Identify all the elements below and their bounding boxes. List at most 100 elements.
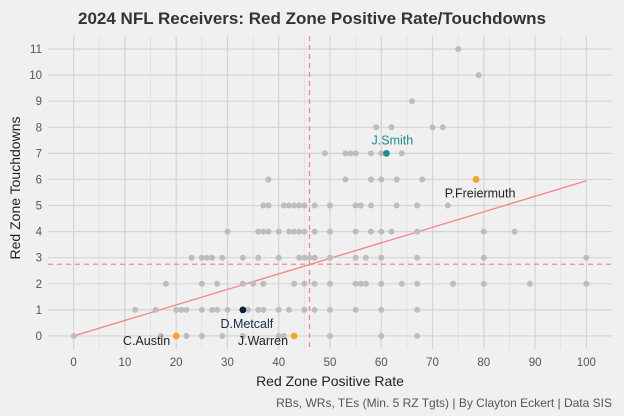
data-point bbox=[311, 202, 318, 209]
data-point bbox=[414, 332, 421, 339]
x-axis-label: Red Zone Positive Rate bbox=[256, 373, 404, 389]
data-point bbox=[219, 254, 226, 261]
data-point bbox=[327, 228, 333, 235]
x-tick-label: 50 bbox=[324, 357, 337, 369]
data-point bbox=[265, 176, 272, 183]
data-point bbox=[327, 306, 333, 313]
data-point bbox=[183, 332, 190, 339]
data-point bbox=[301, 254, 308, 261]
data-point bbox=[429, 124, 436, 131]
highlight-label: J.Smith bbox=[372, 133, 414, 147]
data-point bbox=[450, 280, 457, 287]
y-tick-label: 0 bbox=[36, 331, 42, 343]
y-tick-label: 6 bbox=[36, 174, 42, 186]
data-point bbox=[275, 332, 282, 339]
data-point bbox=[301, 202, 308, 209]
data-point bbox=[321, 150, 328, 157]
data-point bbox=[378, 254, 385, 261]
data-point bbox=[296, 228, 303, 235]
data-point bbox=[239, 280, 246, 287]
data-point bbox=[352, 202, 359, 209]
data-point bbox=[327, 254, 333, 261]
data-point bbox=[409, 98, 416, 105]
data-point bbox=[219, 332, 226, 339]
highlight-label: C.Austin bbox=[123, 334, 170, 348]
data-point bbox=[368, 176, 375, 183]
data-point bbox=[209, 306, 216, 313]
data-point bbox=[157, 332, 164, 339]
y-axis-label: Red Zone Touchdowns bbox=[7, 117, 23, 260]
data-point bbox=[291, 228, 298, 235]
data-point bbox=[260, 280, 267, 287]
data-point bbox=[162, 280, 169, 287]
x-tick-label: 0 bbox=[70, 357, 76, 369]
data-point bbox=[311, 228, 318, 235]
y-tick-label: 11 bbox=[30, 44, 42, 56]
highlight-label: D.Metcalf bbox=[220, 317, 273, 331]
y-tick-label: 8 bbox=[36, 122, 42, 134]
data-point bbox=[480, 254, 487, 261]
data-point bbox=[275, 254, 282, 261]
chart-caption: RBs, WRs, TEs (Min. 5 RZ Tgts) | By Clay… bbox=[276, 396, 612, 410]
data-point bbox=[250, 280, 257, 287]
data-point bbox=[178, 306, 185, 313]
data-point bbox=[260, 306, 267, 313]
data-point bbox=[352, 150, 359, 157]
data-point bbox=[327, 280, 333, 287]
data-point bbox=[255, 228, 262, 235]
data-point bbox=[327, 202, 333, 209]
data-point bbox=[255, 254, 262, 261]
data-point bbox=[357, 280, 364, 287]
data-point bbox=[152, 306, 159, 313]
data-point bbox=[347, 150, 354, 157]
data-point bbox=[583, 254, 590, 261]
x-tick-label: 10 bbox=[119, 357, 132, 369]
data-point bbox=[362, 254, 369, 261]
chart-title: 2024 NFL Receivers: Red Zone Positive Ra… bbox=[78, 9, 546, 28]
y-tick-labels: 0 1 2 3 4 5 6 7 8 9 10 11 bbox=[29, 44, 42, 343]
data-point bbox=[414, 254, 421, 261]
x-tick-label: 20 bbox=[170, 357, 183, 369]
data-point bbox=[480, 228, 487, 235]
data-point bbox=[444, 202, 451, 209]
data-point bbox=[301, 228, 308, 235]
data-point bbox=[419, 176, 426, 183]
data-point bbox=[280, 332, 287, 339]
highlight-point bbox=[239, 306, 247, 314]
data-point bbox=[285, 202, 292, 209]
data-point bbox=[378, 228, 385, 235]
data-point bbox=[352, 254, 359, 261]
x-tick-label: 90 bbox=[529, 357, 542, 369]
x-tick-label: 30 bbox=[221, 357, 234, 369]
data-point bbox=[285, 228, 292, 235]
data-point bbox=[526, 280, 533, 287]
grid-lines bbox=[48, 36, 612, 349]
data-point bbox=[173, 306, 180, 313]
data-point bbox=[327, 332, 333, 339]
data-point bbox=[342, 150, 349, 157]
y-tick-label: 10 bbox=[29, 70, 42, 82]
data-point bbox=[296, 254, 303, 261]
y-tick-label: 3 bbox=[36, 253, 42, 265]
data-point bbox=[198, 254, 205, 261]
data-point bbox=[373, 124, 380, 131]
x-tick-label: 40 bbox=[272, 357, 285, 369]
data-point bbox=[414, 280, 421, 287]
data-point bbox=[378, 150, 385, 157]
data-point bbox=[239, 254, 246, 261]
data-point bbox=[291, 202, 298, 209]
highlight-point bbox=[472, 176, 480, 183]
data-point bbox=[357, 202, 364, 209]
data-point bbox=[583, 280, 590, 287]
x-tick-label: 100 bbox=[577, 357, 596, 369]
data-points bbox=[70, 46, 590, 339]
data-point bbox=[209, 254, 216, 261]
data-point bbox=[224, 306, 231, 313]
data-point bbox=[414, 306, 421, 313]
data-point bbox=[306, 254, 313, 261]
data-point bbox=[352, 228, 359, 235]
data-point bbox=[301, 280, 308, 287]
data-point bbox=[311, 280, 318, 287]
